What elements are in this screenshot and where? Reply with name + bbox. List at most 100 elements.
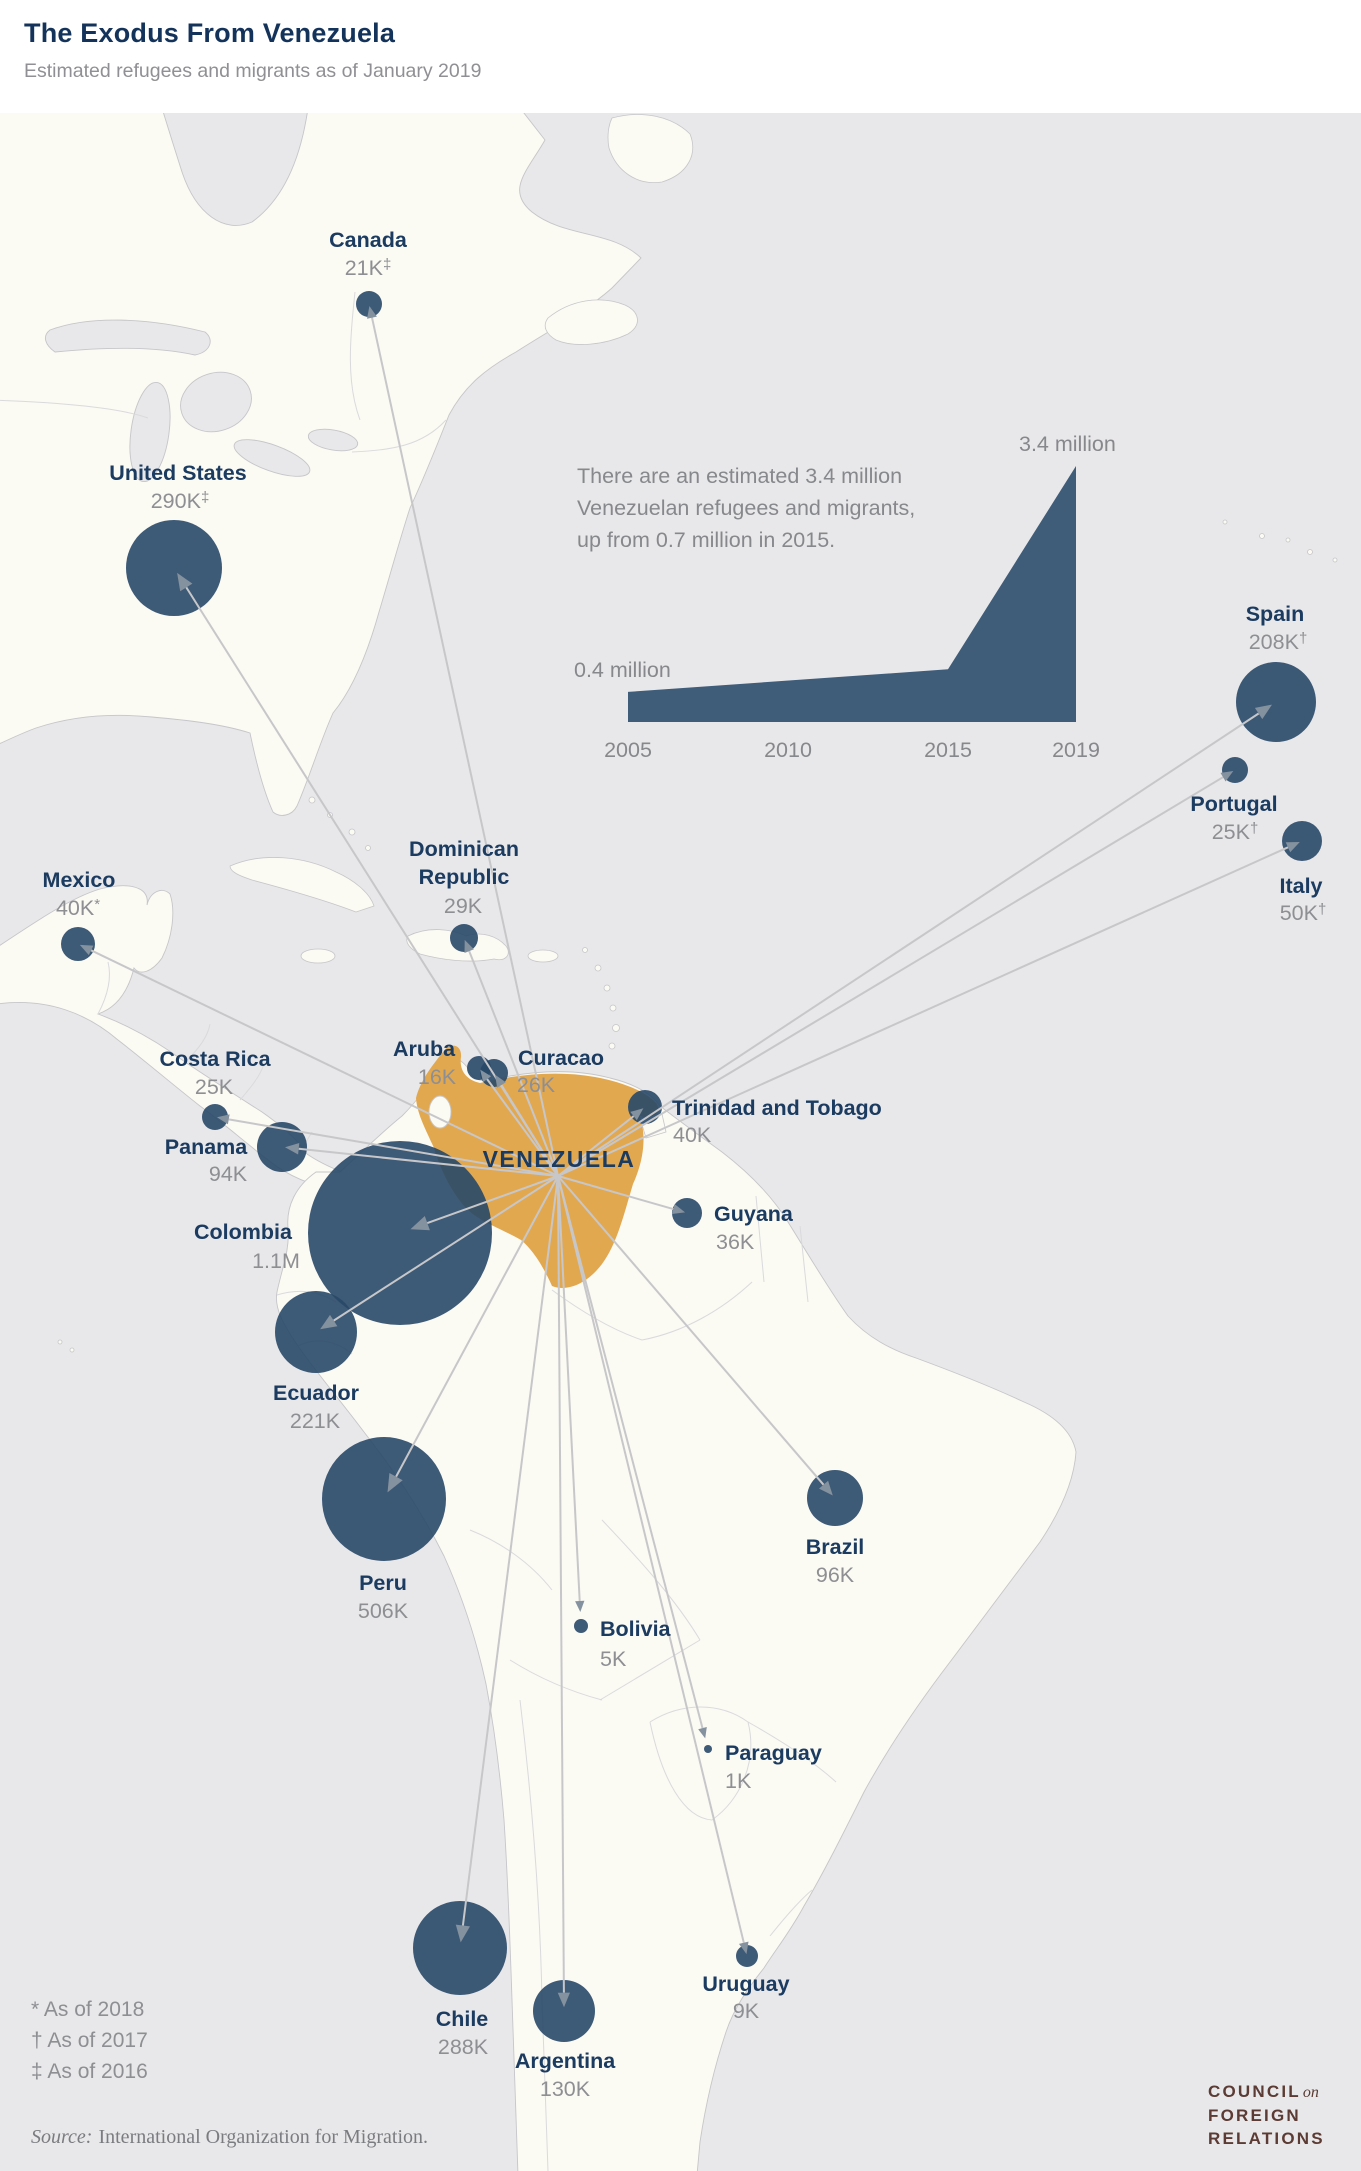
hudson-bay xyxy=(163,113,308,226)
country-label-brazil: Brazil xyxy=(806,1535,865,1559)
value-label-brazil: 96K xyxy=(816,1563,855,1587)
inset-tick-2010: 2010 xyxy=(764,738,812,762)
inset-tick-2019: 2019 xyxy=(1052,738,1100,762)
country-label-costa-rica: Costa Rica xyxy=(159,1047,271,1071)
atlantic-islands xyxy=(57,519,1338,1353)
bubble-bolivia xyxy=(574,1619,588,1633)
bubble-paraguay xyxy=(704,1745,712,1753)
lake-maracaibo xyxy=(428,1095,452,1129)
country-label-dominican-republic: Republic xyxy=(419,865,510,889)
logo-line-1: COUNCIL on xyxy=(1208,2082,1319,2101)
flow-arrow-canada xyxy=(367,306,377,319)
bubble-panama xyxy=(257,1122,307,1172)
value-label-peru: 506K xyxy=(358,1599,409,1623)
flow-line-trinidad-and-tobago xyxy=(557,1115,635,1177)
flow-arrow-spain xyxy=(1254,704,1272,720)
origin-label-venezuela: VENEZUELA xyxy=(483,1146,636,1172)
country-label-colombia: Colombia xyxy=(194,1220,293,1244)
flow-arrow-costa-rica xyxy=(217,1114,230,1125)
lake-ontario xyxy=(307,428,359,452)
country-label-dominican-republic: Dominican xyxy=(409,837,519,861)
bubble-chile xyxy=(413,1901,507,1995)
value-label-chile: 288K xyxy=(438,2035,489,2059)
flow-arrow-brazil xyxy=(819,1480,833,1496)
source-text: International Organization for Migration… xyxy=(98,2126,428,2148)
flow-line-canada xyxy=(371,317,559,1177)
lake-michigan xyxy=(129,381,171,483)
country-label-panama: Panama xyxy=(165,1135,249,1159)
flow-arrow-colombia xyxy=(410,1216,430,1231)
flow-line-costa-rica xyxy=(228,1118,559,1177)
value-label-ecuador: 221K xyxy=(290,1409,341,1433)
flow-arrow-portugal xyxy=(1220,771,1234,782)
bubble-canada xyxy=(356,291,382,317)
country-label-chile: Chile xyxy=(436,2007,489,2031)
value-label-argentina: 130K xyxy=(540,2077,591,2101)
flow-arrow-aruba xyxy=(480,1069,492,1083)
country-label-canada: Canada xyxy=(329,228,408,252)
country-label-aruba: Aruba xyxy=(393,1037,456,1061)
value-label-dominican-republic: 29K xyxy=(444,894,483,918)
country-label-bolivia: Bolivia xyxy=(600,1617,672,1641)
flow-line-curacao xyxy=(500,1084,559,1177)
value-label-panama: 94K xyxy=(209,1162,248,1186)
flow-line-guyana xyxy=(557,1175,674,1211)
country-label-paraguay: Paraguay xyxy=(725,1741,822,1765)
value-label-trinidad-and-tobago: 40K xyxy=(673,1123,712,1147)
bubble-uruguay xyxy=(736,1945,758,1967)
flow-arrow-mexico xyxy=(79,944,94,956)
value-label-spain: 208K† xyxy=(1249,630,1308,654)
flow-arrow-peru xyxy=(387,1473,403,1493)
flow-arrow-panama xyxy=(285,1143,300,1155)
country-label-mexico: Mexico xyxy=(43,868,116,892)
flow-arrow-paraguay xyxy=(698,1727,707,1739)
bubble-united-states xyxy=(126,520,222,616)
bubble-peru xyxy=(322,1437,446,1561)
flow-line-argentina xyxy=(557,1175,565,1993)
flow-line-bolivia xyxy=(557,1175,581,1602)
bubble-spain xyxy=(1236,662,1316,742)
value-label-curacao: 26K xyxy=(517,1073,556,1097)
value-label-aruba: 16K xyxy=(418,1065,457,1089)
lake-erie xyxy=(233,439,311,477)
lake-huron xyxy=(180,371,252,433)
flow-line-chile xyxy=(461,1175,559,1926)
flow-line-ecuador xyxy=(333,1175,559,1322)
flow-line-peru xyxy=(395,1175,559,1478)
cfr-logo: COUNCIL on FOREIGN RELATIONS xyxy=(1208,2080,1325,2150)
migration-flow-lines xyxy=(79,306,1300,2008)
value-label-guyana: 36K xyxy=(716,1230,755,1254)
country-label-curacao: Curacao xyxy=(518,1046,604,1070)
bubble-guyana xyxy=(672,1198,702,1228)
flow-line-dominican-republic xyxy=(468,950,559,1177)
island-nova-scotia xyxy=(544,299,638,345)
country-label-spain: Spain xyxy=(1246,602,1305,626)
value-label-paraguay: 1K xyxy=(725,1769,752,1793)
flow-arrow-ecuador xyxy=(320,1314,338,1330)
bubble-italy xyxy=(1282,821,1322,861)
flow-arrow-united-states xyxy=(177,572,193,592)
footnote-asterisk: * As of 2018 xyxy=(31,1998,145,2021)
flow-line-uruguay xyxy=(557,1175,745,1943)
flow-arrow-trinidad-and-tobago xyxy=(630,1108,644,1121)
inset-tick-2015: 2015 xyxy=(924,738,972,762)
country-label-argentina: Argentina xyxy=(515,2049,616,2073)
bubble-dominican-republic xyxy=(450,924,478,952)
flow-arrow-guyana xyxy=(671,1204,686,1214)
flow-line-mexico xyxy=(90,949,559,1177)
island-cuba xyxy=(229,857,375,913)
flow-arrow-italy xyxy=(1285,842,1300,853)
inset-annotation-line: up from 0.7 million in 2015. xyxy=(577,528,835,552)
country-label-portugal: Portugal xyxy=(1190,792,1277,816)
value-label-colombia: 1.1M xyxy=(252,1249,300,1273)
footnotes: * As of 2018 † As of 2017 ‡ As of 2016 xyxy=(31,1994,148,2087)
flow-arrow-chile xyxy=(455,1924,470,1943)
footnote-dagger: † As of 2017 xyxy=(31,2029,148,2052)
lake-superior xyxy=(44,319,211,356)
landmasses xyxy=(0,113,1077,2171)
country-label-ecuador: Ecuador xyxy=(273,1381,360,1405)
country-label-trinidad-and-tobago: Trinidad and Tobago xyxy=(672,1096,882,1120)
country-label-uruguay: Uruguay xyxy=(702,1972,789,1996)
value-label-uruguay: 9K xyxy=(733,1999,760,2023)
island-jamaica xyxy=(300,948,336,964)
